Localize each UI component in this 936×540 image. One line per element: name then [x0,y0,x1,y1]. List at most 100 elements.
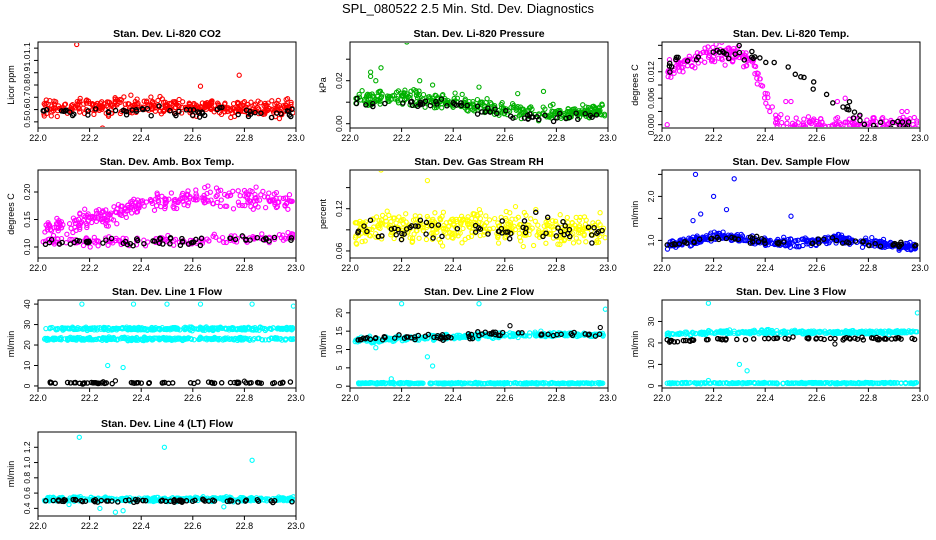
data-point [148,198,154,204]
x-tick-label: 22.2 [705,263,723,273]
data-point [173,112,179,119]
data-point [577,332,583,338]
data-point [460,380,466,387]
data-point [122,205,129,212]
data-point [202,195,208,202]
data-points [664,171,919,253]
data-point [909,380,916,386]
data-point [507,210,513,216]
data-point [705,301,712,306]
data-point [75,104,81,110]
data-point [894,132,898,136]
y-tick-label: 20 [334,308,344,318]
data-point [373,214,380,220]
data-point [191,337,197,343]
data-point [672,241,679,248]
data-point [64,231,70,237]
data-point [254,197,260,204]
data-point [228,336,234,342]
data-point [494,110,500,117]
data-point [146,379,153,386]
data-point [241,378,248,384]
y-tick-label: 10 [22,360,32,370]
data-point [718,55,725,61]
data-point [536,116,542,123]
y-tick-label: 0.006 [646,87,656,109]
data-point [847,329,854,336]
data-point [852,238,859,244]
data-point [77,224,83,231]
data-point [476,301,482,307]
data-point [266,190,272,196]
data-point [793,115,799,121]
data-point [810,330,817,336]
data-point [286,192,293,198]
data-points [40,183,295,250]
data-point [76,238,83,244]
data-point [109,380,115,387]
plot-frame [349,169,609,259]
data-point [80,105,86,111]
data-point [141,237,147,243]
data-point [487,330,493,337]
data-point [171,197,177,203]
data-point [761,235,768,241]
data-point [113,209,119,215]
data-point [235,100,242,106]
data-point [705,377,712,384]
data-point [273,204,280,211]
data-point [883,129,887,133]
data-point [692,171,699,178]
data-point [237,335,244,342]
data-point [474,103,481,109]
y-axis-label: percent [318,198,328,229]
data-point [367,217,374,223]
data-point [373,345,379,351]
data-point [420,227,426,234]
data-point [457,332,463,339]
data-point [827,380,833,386]
data-point [761,237,767,244]
data-point [799,380,805,386]
data-point [266,197,272,203]
data-point [218,187,224,193]
data-point [860,239,866,245]
data-point [134,209,141,215]
data-point [354,220,360,226]
data-point [899,108,905,115]
data-point [550,101,556,107]
data-point [388,376,394,382]
data-point [542,228,549,234]
data-point [883,130,887,134]
data-point [822,123,828,127]
data-point [477,210,484,216]
data-point [432,210,438,216]
data-point [66,221,73,227]
data-point [170,336,176,342]
data-point [597,380,603,386]
data-point [104,99,110,105]
x-tick-label: 22.2 [81,133,99,143]
data-point [288,99,294,106]
data-point [94,380,100,386]
data-point [505,220,511,227]
data-point [792,71,799,78]
data-point [424,354,431,360]
data-point [62,101,69,107]
data-point [458,102,465,109]
data-point [664,242,670,248]
data-point [745,380,751,386]
data-point [774,120,780,126]
data-point [422,98,429,104]
data-point [582,110,588,117]
data-point [528,216,534,222]
data-point [560,218,566,225]
data-point [600,380,606,386]
data-point [83,100,90,106]
data-point [277,380,284,387]
data-point [535,222,541,228]
y-tick-label: 0.7 [22,91,32,103]
data-point [462,98,468,104]
data-point [228,114,234,121]
data-point [80,242,87,249]
